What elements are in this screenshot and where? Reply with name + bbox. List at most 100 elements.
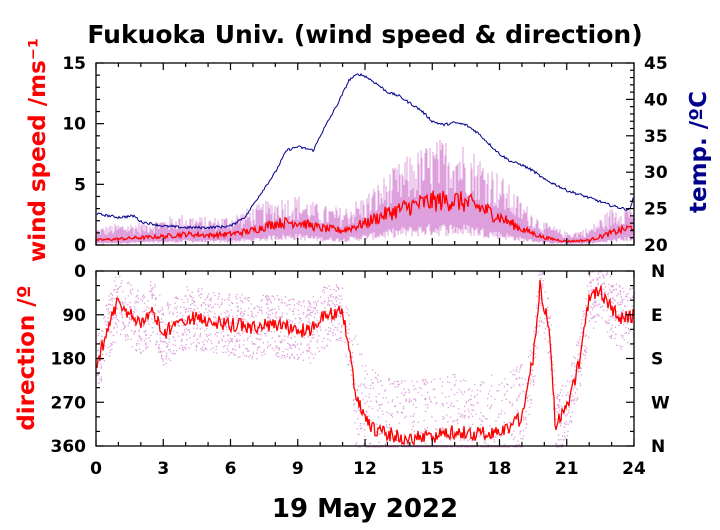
- direction-sample: [365, 438, 367, 441]
- direction-sample: [108, 295, 110, 297]
- direction-sample: [231, 351, 233, 353]
- direction-sample: [281, 339, 283, 341]
- direction-sample: [257, 311, 259, 314]
- direction-sample: [162, 321, 164, 323]
- direction-sample: [626, 299, 629, 302]
- direction-sample: [245, 347, 247, 349]
- direction-sample: [240, 312, 242, 314]
- direction-sample: [300, 305, 302, 307]
- direction-sample: [300, 318, 302, 320]
- direction-sample: [254, 307, 256, 309]
- direction-sample: [530, 380, 532, 382]
- direction-sample: [617, 303, 619, 306]
- direction-sample: [387, 401, 389, 403]
- direction-sample: [597, 304, 599, 306]
- direction-sample: [315, 304, 318, 307]
- direction-sample: [178, 325, 180, 327]
- direction-sample: [453, 419, 455, 422]
- direction-sample: [326, 304, 329, 306]
- direction-sample: [226, 348, 228, 350]
- direction-sample: [456, 391, 458, 394]
- direction-sample: [340, 337, 342, 339]
- direction-sample: [528, 406, 531, 408]
- direction-sample: [217, 298, 219, 300]
- direction-sample: [585, 298, 587, 300]
- direction-sample: [176, 331, 178, 334]
- direction-sample: [581, 331, 584, 334]
- direction-sample: [115, 291, 118, 293]
- direction-sample: [428, 396, 430, 398]
- direction-sample: [447, 381, 449, 383]
- direction-sample: [138, 335, 140, 337]
- direction-sample: [359, 385, 361, 387]
- direction-sample: [266, 298, 268, 300]
- direction-sample: [621, 299, 623, 301]
- direction-sample: [574, 357, 576, 359]
- direction-sample: [339, 315, 341, 317]
- direction-sample: [338, 288, 340, 290]
- direction-sample: [282, 351, 284, 353]
- direction-sample: [247, 314, 249, 316]
- direction-sample: [295, 326, 298, 328]
- direction-sample: [368, 406, 370, 408]
- direction-sample: [519, 377, 521, 379]
- direction-sample: [340, 331, 343, 333]
- direction-sample: [218, 306, 221, 308]
- direction-sample: [100, 367, 102, 369]
- direction-sample: [350, 369, 352, 371]
- direction-sample: [342, 311, 344, 313]
- direction-sample: [501, 410, 503, 412]
- direction-sample: [513, 430, 515, 432]
- direction-sample: [526, 397, 528, 399]
- direction-sample: [269, 298, 271, 300]
- direction-sample: [573, 363, 576, 365]
- direction-sample: [415, 387, 417, 390]
- direction-sample: [231, 302, 234, 305]
- direction-sample: [618, 313, 620, 315]
- direction-sample: [420, 387, 422, 390]
- direction-sample: [163, 364, 165, 366]
- direction-sample: [585, 322, 587, 324]
- direction-sample: [378, 432, 380, 435]
- direction-sample: [579, 370, 582, 372]
- direction-sample: [271, 309, 273, 311]
- direction-sample: [610, 291, 612, 293]
- direction-sample: [349, 323, 351, 325]
- direction-sample: [261, 299, 263, 301]
- direction-sample: [578, 339, 581, 341]
- direction-sample: [161, 321, 163, 323]
- direction-sample: [194, 333, 196, 335]
- direction-sample: [560, 423, 562, 425]
- direction-sample: [229, 340, 231, 342]
- direction-sample: [322, 303, 324, 305]
- direction-sample: [580, 327, 582, 329]
- direction-sample: [552, 378, 555, 380]
- direction-sample: [441, 385, 443, 387]
- direction-sample: [308, 300, 310, 302]
- direction-sample: [626, 296, 628, 298]
- direction-sample: [185, 344, 187, 346]
- direction-sample: [536, 295, 538, 297]
- direction-sample: [166, 345, 169, 348]
- direction-sample: [627, 341, 629, 344]
- direction-sample: [293, 356, 295, 358]
- direction-sample: [109, 345, 111, 347]
- direction-sample: [193, 335, 196, 337]
- direction-sample: [584, 357, 586, 360]
- direction-sample: [623, 298, 625, 300]
- direction-sample: [116, 307, 118, 310]
- direction-sample: [224, 345, 226, 347]
- direction-sample: [347, 332, 349, 334]
- direction-sample: [365, 410, 367, 412]
- direction-sample: [275, 315, 277, 317]
- direction-sample: [251, 315, 253, 317]
- direction-sample: [183, 319, 185, 321]
- direction-sample: [565, 421, 567, 423]
- direction-sample: [135, 296, 137, 298]
- direction-sample: [270, 331, 273, 333]
- direction-sample: [621, 336, 623, 339]
- y-tick-label: 15: [62, 54, 86, 74]
- direction-sample: [262, 342, 264, 344]
- direction-sample: [312, 310, 314, 312]
- direction-sample: [313, 321, 315, 323]
